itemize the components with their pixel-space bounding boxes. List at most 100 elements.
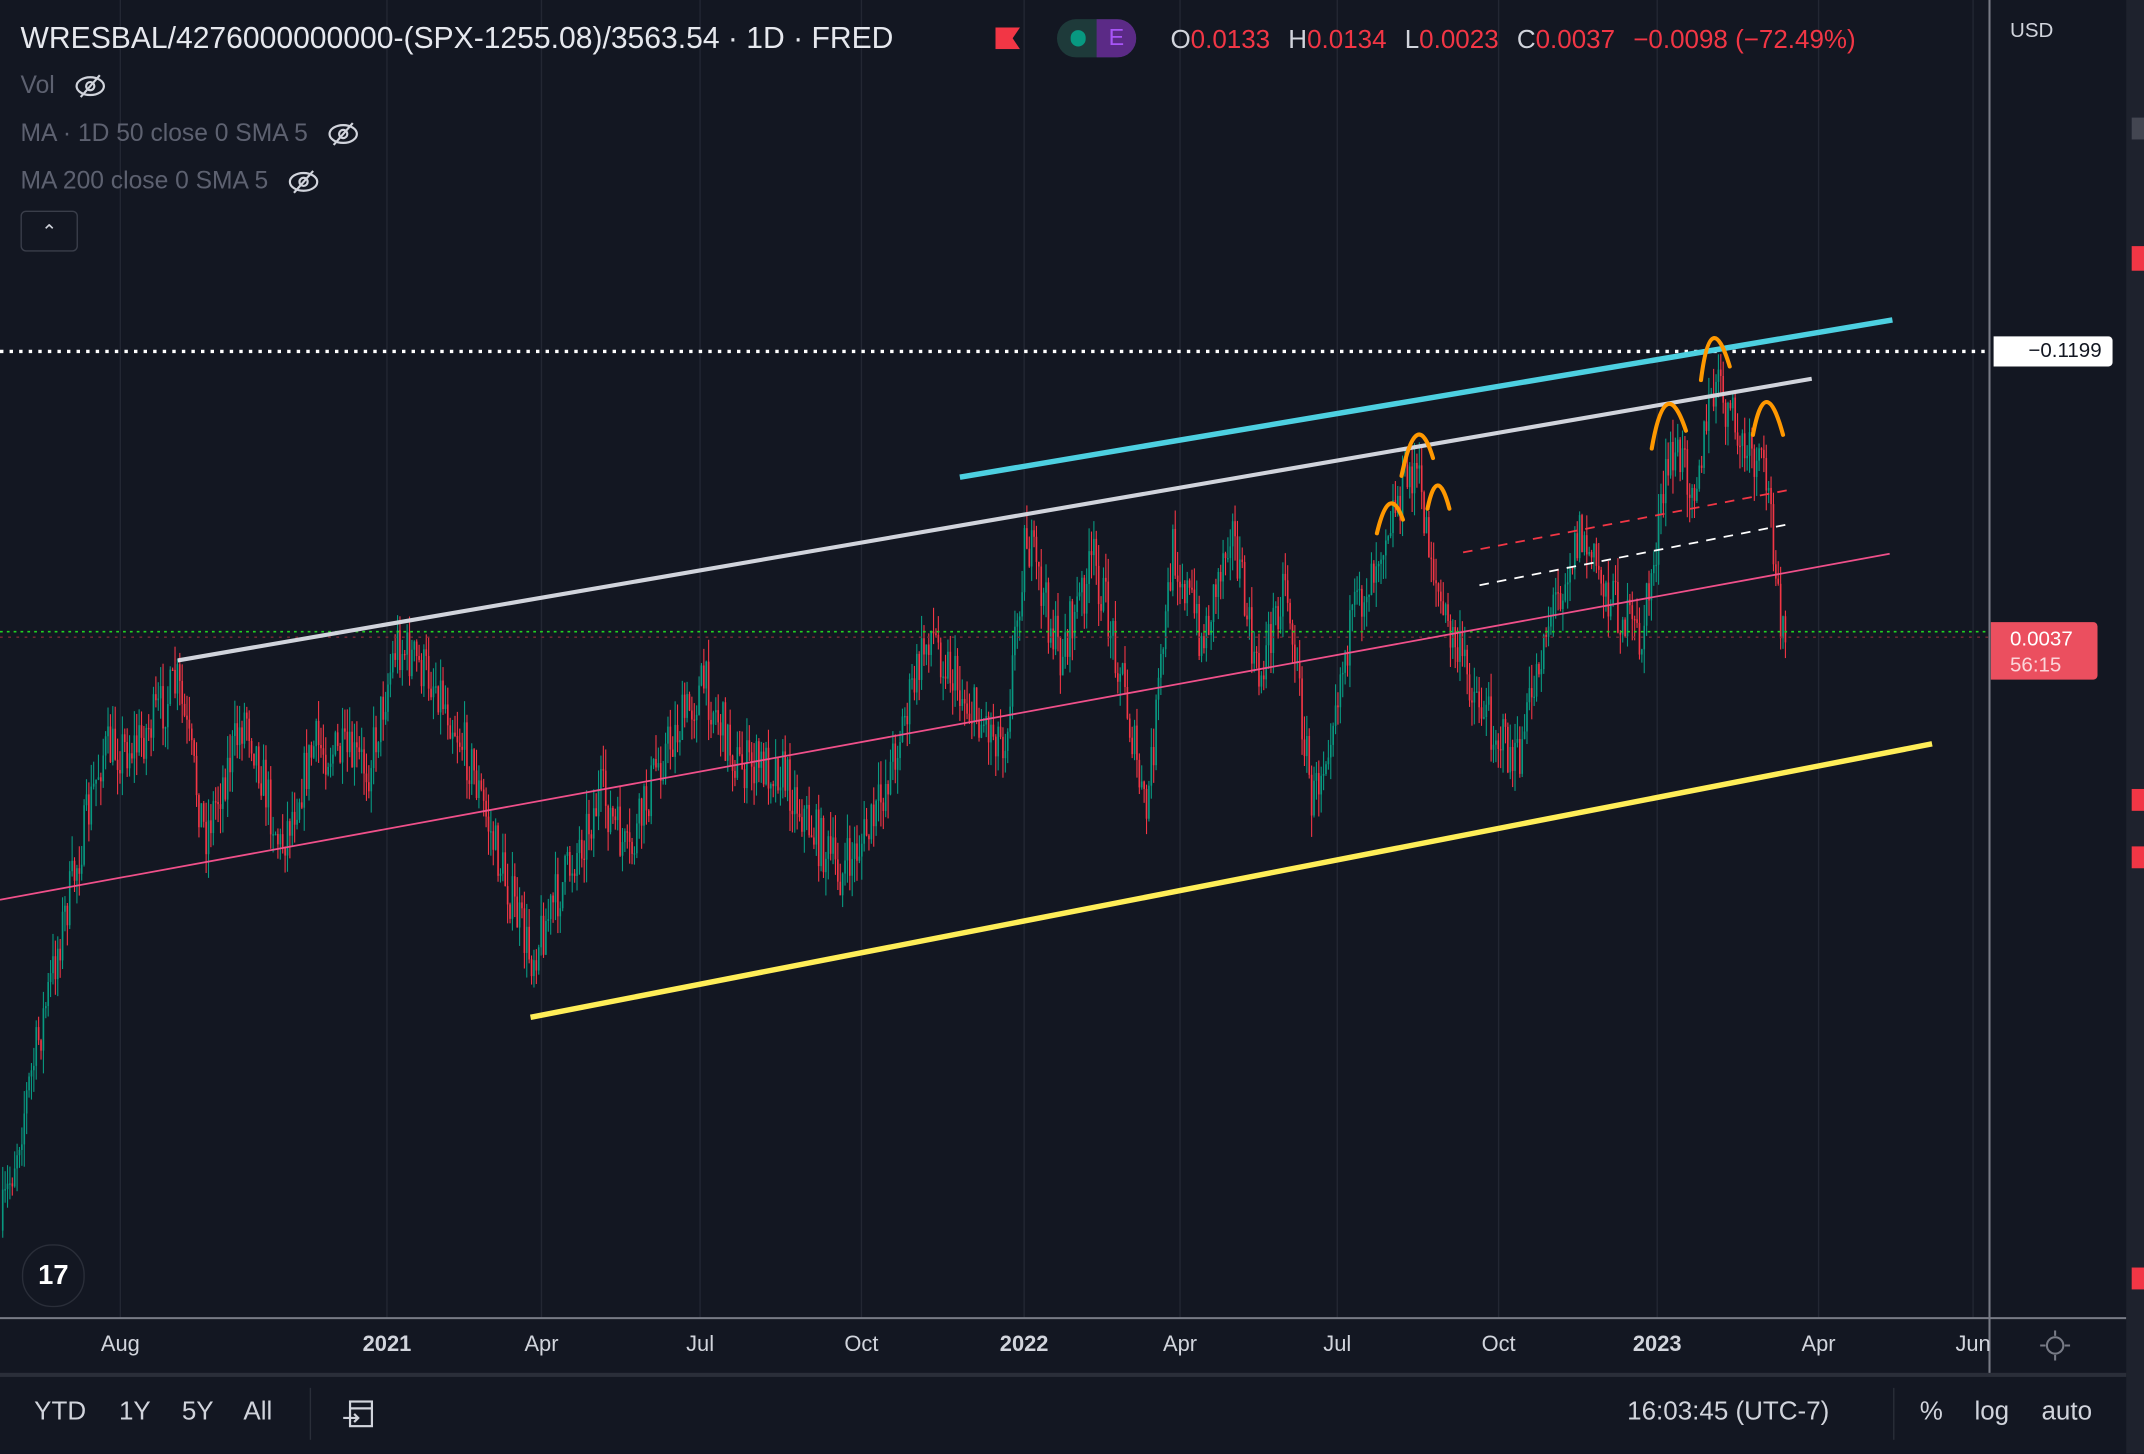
candlestick <box>238 705 241 759</box>
candlestick <box>437 685 440 715</box>
arc-annotations <box>1374 336 1786 536</box>
candlestick <box>822 815 825 878</box>
candlestick <box>667 716 669 764</box>
range-5y-button[interactable]: 5Y <box>181 1397 214 1427</box>
candlestick <box>83 799 85 867</box>
candlestick <box>1688 483 1691 523</box>
open-value: 0.0133 <box>1190 25 1271 55</box>
market-status-pill[interactable]: E <box>1056 19 1137 58</box>
candlestick <box>937 616 940 650</box>
log-scale-toggle[interactable]: log <box>1974 1397 2010 1427</box>
time-tick-label: Apr <box>1162 1333 1198 1357</box>
tradingview-logo[interactable]: 17 <box>21 1244 85 1308</box>
candlestick <box>164 726 167 748</box>
candlestick <box>1124 646 1126 695</box>
eye-off-icon[interactable] <box>74 72 107 99</box>
candlestick <box>1447 592 1449 627</box>
candlestick <box>248 710 251 758</box>
candlestick <box>1334 684 1337 735</box>
eye-off-icon[interactable] <box>327 120 360 147</box>
candlestick <box>602 745 605 788</box>
candlestick <box>78 846 81 896</box>
symbol-title[interactable]: WRESBAL/4276000000000-(SPX-1255.08)/3563… <box>20 20 894 55</box>
candlestick <box>64 896 66 932</box>
candlestick <box>25 1082 28 1135</box>
candlestick <box>155 676 157 708</box>
candlestick <box>226 736 229 817</box>
currency-label[interactable]: USD <box>2010 19 2054 43</box>
candlestick <box>1346 645 1349 677</box>
candlestick <box>664 732 667 785</box>
candlestick <box>1004 733 1007 773</box>
go-to-date-icon[interactable] <box>342 1396 378 1432</box>
candlestick <box>1061 638 1064 676</box>
candlestick <box>253 753 255 769</box>
earnings-badge[interactable]: E <box>1096 19 1137 58</box>
candlestick <box>920 615 923 690</box>
candlestick <box>765 741 767 786</box>
candlestick <box>1164 604 1167 658</box>
candlestick <box>580 829 583 868</box>
candlestick <box>1703 420 1705 474</box>
candlestick <box>100 772 102 806</box>
candlestick <box>1191 569 1193 593</box>
candlestick <box>1375 542 1378 607</box>
candlestick <box>387 673 389 722</box>
candlestick <box>1049 618 1052 648</box>
candlestick <box>13 1151 16 1188</box>
candlestick <box>872 787 875 847</box>
candlestick <box>1088 528 1090 604</box>
candlestick <box>839 863 842 896</box>
candlestick <box>918 651 921 701</box>
range-1y-button[interactable]: 1Y <box>118 1397 151 1427</box>
grid-lines <box>119 0 1974 1319</box>
candlestick <box>961 679 964 711</box>
candlestick <box>1016 613 1019 649</box>
range-ytd-button[interactable]: YTD <box>34 1397 87 1427</box>
candlestick <box>619 786 621 857</box>
indicator-vol[interactable]: Vol <box>21 71 107 100</box>
candlestick <box>1002 727 1004 778</box>
drawings <box>0 317 1990 1020</box>
candlestick <box>1748 418 1751 473</box>
candlestick <box>829 811 832 861</box>
candlestick <box>157 682 160 711</box>
collapse-legend-button[interactable]: ⌃ <box>20 210 78 252</box>
candlestick <box>1483 700 1485 720</box>
indicator-ma50[interactable]: MA · 1D 50 close 0 SMA 5 <box>21 119 360 148</box>
candlestick <box>978 707 980 742</box>
right-strip-marker <box>2131 117 2144 140</box>
candlestick <box>1100 596 1102 621</box>
candlestick <box>789 743 791 831</box>
range-all-button[interactable]: All <box>243 1397 273 1427</box>
candlestick <box>947 639 949 684</box>
candlestick <box>1734 390 1736 440</box>
candlestick <box>856 825 858 881</box>
candlestick <box>1054 601 1057 656</box>
candlestick <box>1265 621 1267 689</box>
clock-timezone[interactable]: 16:03:45 (UTC-7) <box>1627 1397 1830 1427</box>
flag-icon[interactable] <box>995 27 1021 50</box>
settings-gear-icon[interactable] <box>2040 1330 2071 1361</box>
auto-scale-toggle[interactable]: auto <box>2041 1397 2093 1427</box>
candlestick <box>442 667 444 715</box>
candlestick <box>1454 620 1457 669</box>
indicator-ma200[interactable]: MA 200 close 0 SMA 5 <box>21 167 321 196</box>
candlestick <box>466 714 468 799</box>
candlestick <box>1641 648 1643 663</box>
candlestick <box>535 949 538 985</box>
candlestick <box>1145 784 1148 835</box>
candlestick <box>35 1020 38 1080</box>
time-tick-label: Apr <box>1801 1333 1836 1357</box>
percent-scale-toggle[interactable]: % <box>1919 1397 1943 1427</box>
candlestick <box>171 667 174 672</box>
candlestick <box>71 836 73 877</box>
eye-off-icon[interactable] <box>287 168 320 195</box>
candlestick <box>703 648 705 694</box>
candlestick <box>753 743 755 805</box>
candlestick <box>1294 625 1296 683</box>
candlestick <box>303 746 306 831</box>
candlestick <box>104 731 107 770</box>
candlestick <box>195 742 198 807</box>
